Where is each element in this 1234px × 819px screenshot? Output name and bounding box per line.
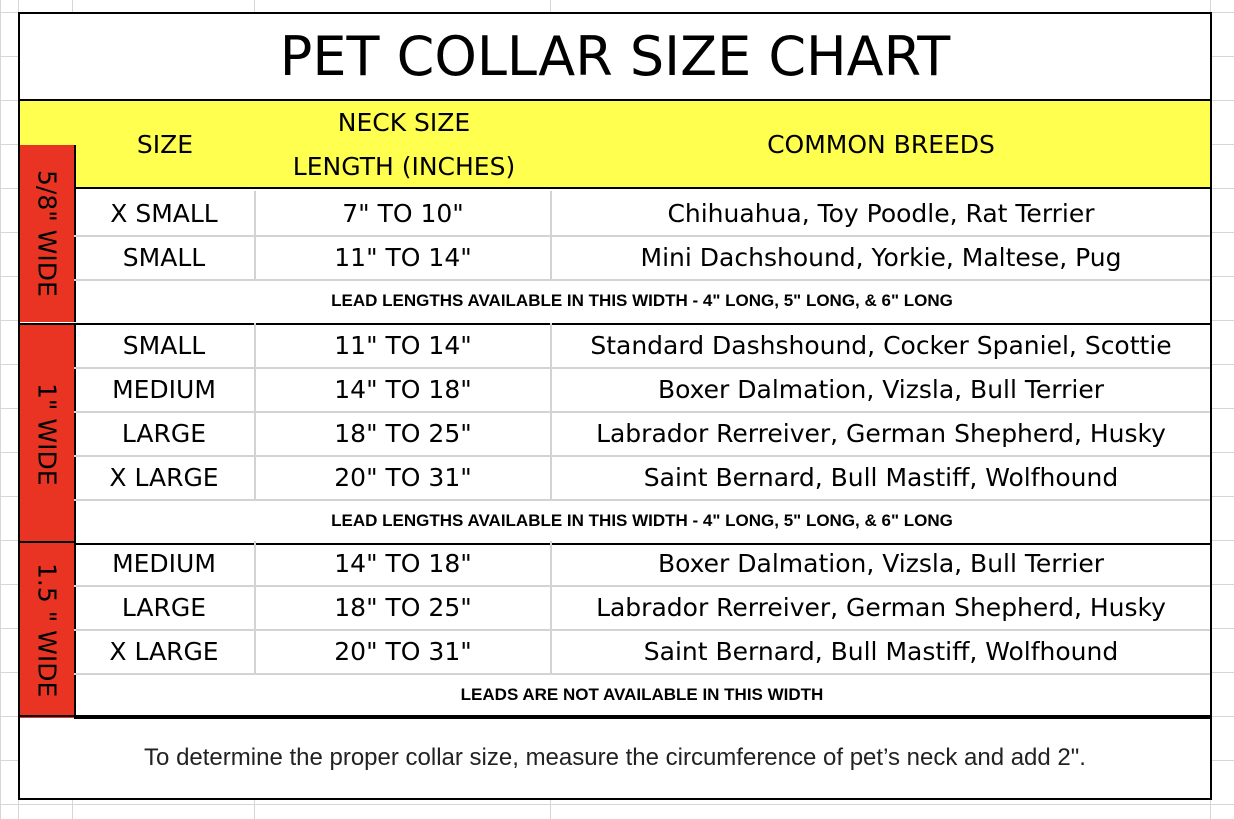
breeds-cell: Saint Bernard, Bull Mastiff, Wolfhound <box>643 462 1119 492</box>
neck-cell: 18" TO 25" <box>256 585 552 629</box>
size-cell: X LARGE <box>74 629 256 673</box>
table-row: MEDIUM 14" TO 18" Boxer Dalmation, Vizsl… <box>74 541 1210 587</box>
table-row: SMALL 11" TO 14" Standard Dashshound, Co… <box>74 323 1210 369</box>
neck-cell: 11" TO 14" <box>256 235 552 279</box>
header-size: SIZE <box>136 130 194 159</box>
size-cell: X LARGE <box>74 455 256 499</box>
breeds-cell: Chihuahua, Toy Poodle, Rat Terrier <box>667 198 1095 228</box>
neck-cell: 7" TO 10" <box>256 191 552 235</box>
header-neck-line1: NECK SIZE <box>337 108 471 137</box>
chart-title: PET COLLAR SIZE CHART <box>20 14 1210 101</box>
header-row: SIZE NECK SIZE LENGTH (INCHES) COMMON BR… <box>20 101 1210 189</box>
lead-note: LEADS ARE NOT AVAILABLE IN THIS WIDTH <box>74 673 1210 719</box>
lead-note: LEAD LENGTHS AVAILABLE IN THIS WIDTH - 4… <box>74 499 1210 545</box>
size-cell: SMALL <box>74 235 256 279</box>
collar-size-chart: PET COLLAR SIZE CHART SIZE NECK SIZE LEN… <box>18 12 1212 800</box>
divider <box>20 715 1210 717</box>
table-row: MEDIUM 14" TO 18" Boxer Dalmation, Vizsl… <box>74 367 1210 413</box>
breeds-cell: Labrador Rerreiver, German Shepherd, Hus… <box>596 418 1166 448</box>
neck-cell: 20" TO 31" <box>256 629 552 673</box>
size-cell: LARGE <box>74 411 256 455</box>
size-cell: MEDIUM <box>74 367 256 411</box>
lead-note: LEAD LENGTHS AVAILABLE IN THIS WIDTH - 4… <box>74 279 1210 325</box>
breeds-cell: Labrador Rerreiver, German Shepherd, Hus… <box>596 592 1166 622</box>
breeds-cell: Boxer Dalmation, Vizsla, Bull Terrier <box>657 548 1105 578</box>
footer-note: To determine the proper collar size, mea… <box>144 743 1086 771</box>
neck-cell: 20" TO 31" <box>256 455 552 499</box>
width-label-1: 1" WIDE <box>20 323 76 544</box>
header-neck-line2: LENGTH (INCHES) <box>292 152 516 181</box>
breeds-cell: Boxer Dalmation, Vizsla, Bull Terrier <box>657 374 1105 404</box>
neck-cell: 11" TO 14" <box>256 323 552 367</box>
width-label-5-8: 5/8" WIDE <box>20 145 76 322</box>
table-row: LARGE 18" TO 25" Labrador Rerreiver, Ger… <box>74 411 1210 457</box>
table-row: LARGE 18" TO 25" Labrador Rerreiver, Ger… <box>74 585 1210 631</box>
neck-cell: 14" TO 18" <box>256 367 552 411</box>
table-row: X SMALL 7" TO 10" Chihuahua, Toy Poodle,… <box>74 191 1210 237</box>
size-cell: SMALL <box>74 323 256 367</box>
width-label-1-5: 1.5 " WIDE <box>20 541 76 718</box>
breeds-cell: Saint Bernard, Bull Mastiff, Wolfhound <box>643 636 1119 666</box>
size-cell: LARGE <box>74 585 256 629</box>
size-cell: X SMALL <box>74 191 256 235</box>
neck-cell: 14" TO 18" <box>256 541 552 585</box>
table-row: X LARGE 20" TO 31" Saint Bernard, Bull M… <box>74 629 1210 675</box>
header-neck-size: NECK SIZE LENGTH (INCHES) <box>256 101 552 189</box>
table-row: SMALL 11" TO 14" Mini Dachshound, Yorkie… <box>74 235 1210 281</box>
breeds-cell: Mini Dachshound, Yorkie, Maltese, Pug <box>640 242 1122 272</box>
neck-cell: 18" TO 25" <box>256 411 552 455</box>
size-cell: MEDIUM <box>74 541 256 585</box>
header-breeds: COMMON BREEDS <box>767 130 995 159</box>
breeds-cell: Standard Dashshound, Cocker Spaniel, Sco… <box>590 330 1172 360</box>
table-row: X LARGE 20" TO 31" Saint Bernard, Bull M… <box>74 455 1210 501</box>
